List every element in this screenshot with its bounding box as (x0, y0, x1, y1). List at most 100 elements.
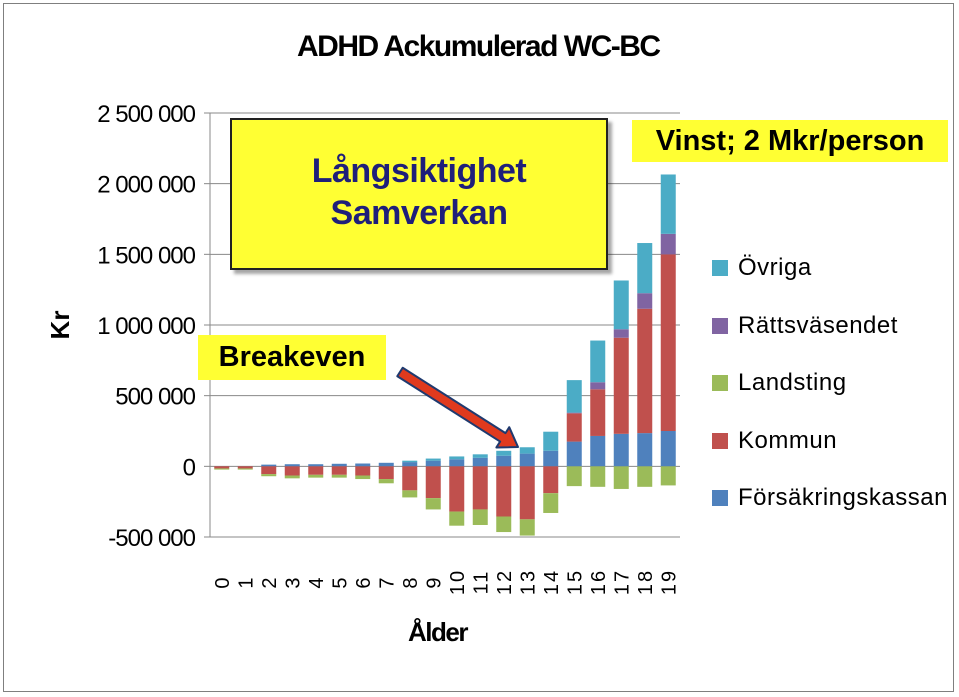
legend-label: Försäkringskassan (738, 484, 948, 511)
legend-swatch (712, 260, 728, 276)
legend-item: Försäkringskassan (712, 483, 948, 513)
bar-kommun-7 (378, 466, 394, 480)
y-tick-label: 500 000 (115, 384, 195, 411)
bar-landsting-2 (261, 474, 277, 477)
bar-landsting-5 (331, 474, 347, 478)
bar-kommun-16 (590, 389, 606, 436)
bar-landsting-14 (543, 493, 559, 513)
bar--vriga-19 (660, 174, 676, 234)
bar-kommun-18 (637, 308, 653, 434)
bar-landsting-1 (237, 468, 253, 470)
bar-kommun-6 (355, 466, 371, 476)
bar-f-rs-kringskassan-17 (613, 433, 629, 467)
bar-r-ttsv-sendet-16 (590, 382, 606, 390)
x-tick-label: 16 (588, 569, 610, 595)
bar-kommun-8 (402, 466, 418, 491)
bar-f-rs-kringskassan-8 (402, 462, 418, 467)
bar-f-rs-kringskassan-6 (355, 463, 371, 467)
bar-r-ttsv-sendet-18 (637, 293, 653, 309)
bar-f-rs-kringskassan-18 (637, 433, 653, 467)
bar--vriga-13 (519, 447, 535, 454)
legend-swatch (712, 490, 728, 506)
bar-f-rs-kringskassan-10 (449, 459, 465, 467)
legend-item: Landsting (712, 368, 847, 398)
x-tick-label: 7 (376, 575, 398, 588)
bar-landsting-0 (214, 468, 230, 470)
bar--vriga-17 (613, 280, 629, 330)
x-axis-label: Ålder (408, 617, 468, 647)
bar-kommun-0 (214, 466, 230, 469)
x-tick-label: 17 (611, 569, 633, 595)
bar-kommun-10 (449, 466, 465, 512)
x-tick-label: 6 (353, 575, 375, 588)
x-tick-label: 4 (306, 575, 328, 588)
legend-swatch (712, 375, 728, 391)
bar-f-rs-kringskassan-5 (331, 463, 347, 467)
bar-landsting-16 (590, 466, 606, 487)
bar-kommun-11 (472, 466, 488, 510)
annotation-box-longterm: Långsiktighet Samverkan (230, 118, 608, 270)
bar-kommun-5 (331, 466, 347, 475)
bar-f-rs-kringskassan-12 (496, 455, 512, 467)
y-axis-label: Kr (45, 310, 75, 340)
x-tick-label: 13 (517, 569, 539, 595)
bar-f-rs-kringskassan-11 (472, 457, 488, 467)
bar--vriga-10 (449, 456, 465, 460)
bar-landsting-12 (496, 516, 512, 533)
bar--vriga-14 (543, 431, 559, 451)
x-tick-label: 15 (564, 569, 586, 595)
x-tick-label: 14 (541, 569, 563, 595)
bar-kommun-1 (237, 466, 253, 469)
bar-r-ttsv-sendet-19 (660, 233, 676, 255)
chart-frame (3, 3, 954, 692)
bar-landsting-11 (472, 509, 488, 525)
bar-f-rs-kringskassan-4 (308, 464, 324, 467)
annotation-longterm-line2: Samverkan (330, 194, 508, 232)
y-tick-label: 2 000 000 (97, 172, 195, 199)
bar-landsting-7 (378, 479, 394, 484)
bar-f-rs-kringskassan-13 (519, 453, 535, 467)
bar-landsting-4 (308, 474, 324, 478)
legend-label: Kommun (738, 426, 838, 454)
bar-kommun-12 (496, 466, 512, 517)
y-tick-label: -500 000 (108, 525, 195, 552)
x-tick-label: 12 (494, 569, 516, 595)
bar--vriga-15 (566, 380, 582, 413)
x-tick-label: 5 (329, 575, 351, 588)
bar--vriga-11 (472, 454, 488, 458)
bar-landsting-19 (660, 466, 676, 486)
bar-kommun-19 (660, 254, 676, 431)
bar-kommun-15 (566, 413, 582, 442)
bar-kommun-2 (261, 466, 277, 475)
bar--vriga-9 (425, 458, 441, 461)
bar--vriga-16 (590, 340, 606, 383)
x-tick-label: 9 (423, 575, 445, 588)
legend-swatch (712, 317, 728, 334)
legend-label: Övriga (738, 254, 812, 281)
annotation-longterm-line1: Långsiktighet (311, 152, 527, 190)
annotation-vinst: Vinst; 2 Mkr/person (632, 120, 948, 162)
y-tick-label: 0 (183, 454, 196, 481)
legend-item: Kommun (712, 426, 837, 456)
annotation-breakeven: Breakeven (198, 335, 386, 380)
y-tick-label: 1 000 000 (97, 313, 195, 340)
x-tick-label: 19 (658, 569, 680, 595)
legend-label: Rättsväsendet (738, 311, 898, 339)
bar-kommun-17 (613, 337, 629, 434)
bar-f-rs-kringskassan-3 (284, 464, 300, 467)
legend-item: Rättsväsendet (712, 311, 898, 341)
bar-f-rs-kringskassan-7 (378, 462, 394, 467)
legend-label: Landsting (738, 369, 847, 396)
bar-kommun-13 (519, 466, 535, 520)
bar-kommun-4 (308, 466, 324, 475)
bar-kommun-9 (425, 466, 441, 499)
bar-f-rs-kringskassan-19 (660, 431, 676, 467)
bar-f-rs-kringskassan-2 (261, 464, 277, 467)
legend-item: Övriga (712, 253, 812, 283)
bar-f-rs-kringskassan-14 (543, 450, 559, 467)
bar-r-ttsv-sendet-17 (613, 329, 629, 338)
bar-kommun-3 (284, 466, 300, 476)
bar-landsting-18 (637, 466, 653, 487)
bar--vriga-12 (496, 450, 512, 456)
